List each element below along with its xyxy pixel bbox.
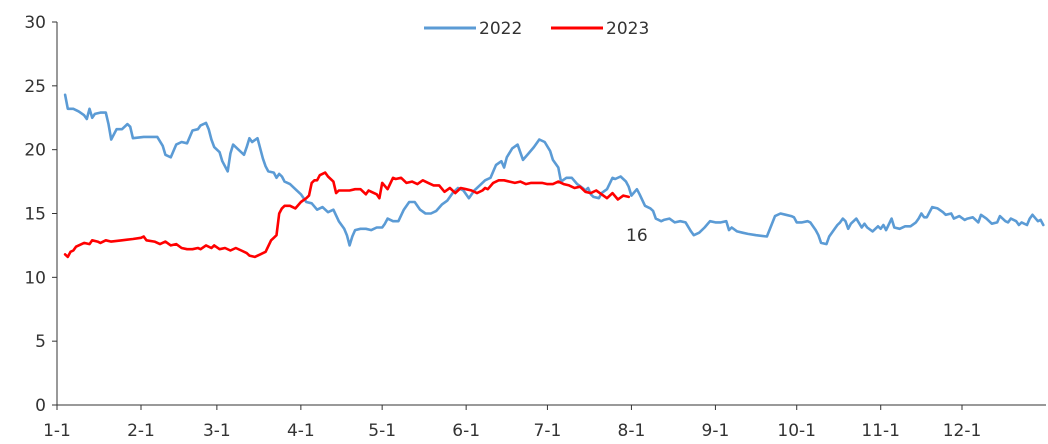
series-layer (63, 93, 1045, 259)
x-tick-label: 1-1 (43, 421, 71, 441)
y-tick-label: 20 (24, 141, 46, 161)
series-line-2022 (63, 93, 1045, 247)
y-tick-label: 10 (24, 268, 46, 288)
annotation-layer: 16 (626, 226, 648, 246)
y-tick-label: 0 (35, 396, 46, 416)
x-tick-label: 11-1 (861, 421, 900, 441)
legend-label-2023: 2023 (606, 19, 649, 39)
data-label: 16 (626, 226, 648, 246)
y-tick-label: 15 (24, 205, 46, 225)
series-line-2023 (63, 171, 630, 259)
y-tick-label: 30 (24, 13, 46, 33)
x-tick-label: 10-1 (777, 421, 816, 441)
x-tick-label: 12-1 (943, 421, 982, 441)
x-tick-label: 6-1 (452, 421, 480, 441)
legend: 2022 2023 (424, 19, 649, 39)
x-tick-label: 4-1 (287, 421, 315, 441)
x-tick-label: 5-1 (368, 421, 396, 441)
x-axis: 1-1 2-1 3-1 4-1 5-1 6-1 7-1 8-1 9-1 10-1 11-1 12-1 (43, 404, 1046, 441)
y-axis: 0 5 10 15 20 25 30 (24, 13, 58, 416)
x-tick-label: 3-1 (203, 421, 231, 441)
x-tick-label: 2-1 (127, 421, 155, 441)
x-tick-label: 8-1 (618, 421, 646, 441)
x-tick-label: 9-1 (702, 421, 730, 441)
legend-label-2022: 2022 (479, 19, 522, 39)
y-tick-label: 5 (35, 332, 46, 352)
y-tick-label: 25 (24, 77, 46, 97)
x-tick-label: 7-1 (534, 421, 562, 441)
